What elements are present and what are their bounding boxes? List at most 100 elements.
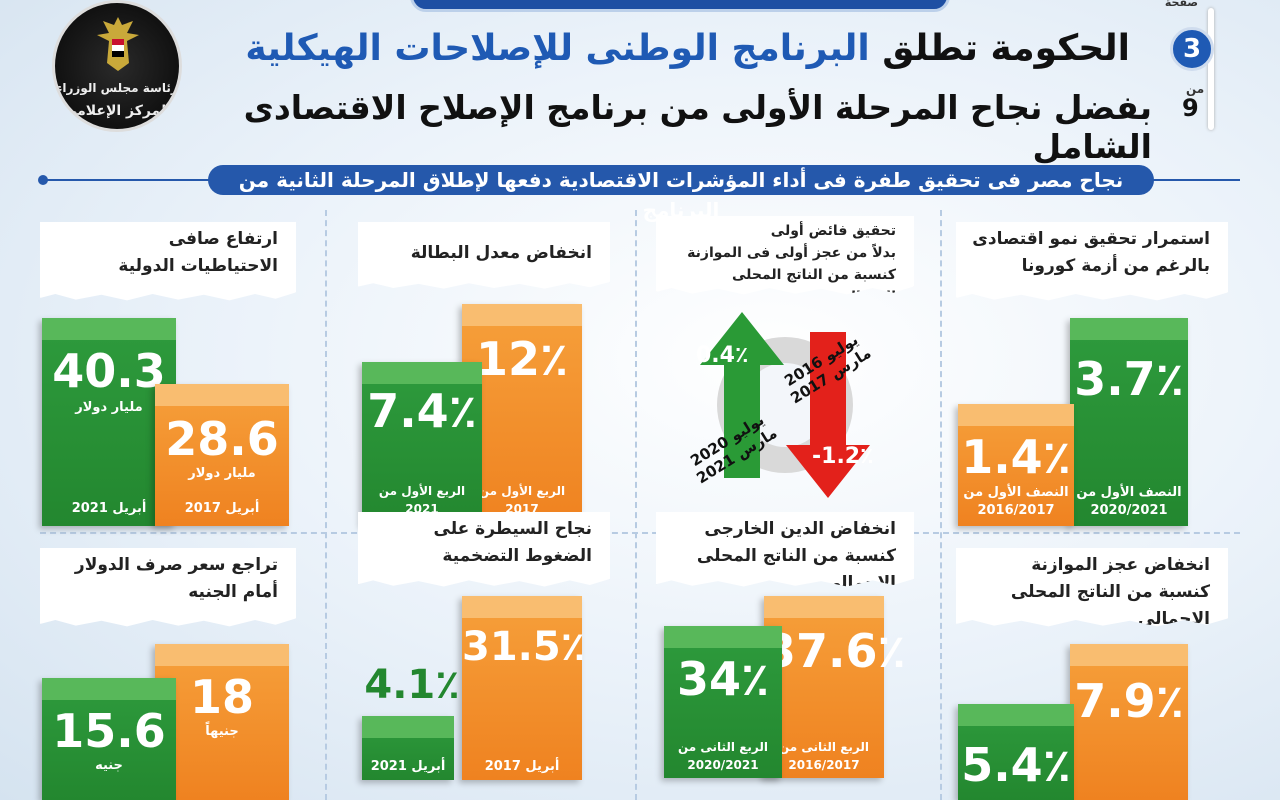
bar-debt-2021: 34٪ الربع الثانى من 2020/2021 [664,626,782,778]
page-total: 9 [1182,94,1199,122]
title-line: أمام الجنيه [188,582,278,602]
panel-title-growth: استمرار تحقيق نمو اقتصادى بالرغم من أزمة… [956,222,1228,301]
bar-deficit-after: 5.4٪ [958,704,1074,800]
bar-value: 12٪ [475,332,569,386]
page-word: صفحة [1164,0,1198,9]
bar-inflation-2017: 31.5٪ أبريل 2017 [462,596,586,780]
grid-separator [635,210,637,800]
title-line: نجاح السيطرة على [433,519,592,539]
title-part-2: البرنامج الوطنى [585,28,870,69]
bar-value: 5.4٪ [961,738,1071,792]
bar-cap [462,596,582,618]
title-line: تحقيق فائض أولى [770,223,896,239]
title-line: انخفاض الدين الخارجى [704,519,896,539]
panel-title-primary-surplus: تحقيق فائض أولى بدلاً من عجز أولى فى الم… [656,216,914,295]
page-subtitle-line: بفضل نجاح المرحلة الأولى من برنامج الإصل… [243,88,1152,166]
bar-cap [42,678,176,700]
cabinet-media-center-logo: رئاسة مجلس الوزراء المركز الإعلامى [52,0,182,132]
bar-value: 7.4٪ [367,384,477,438]
title-line: ارتفاع صافى [168,229,278,249]
bar-label: أبريل 2021 [71,501,147,516]
bar-value: 34٪ [676,652,770,706]
bar-value: 37.6٪ [764,624,906,678]
deficit-value: -1.2٪ [812,444,874,469]
bar-unit: مليار دولار [75,400,143,415]
bar-debt-2017: 37.6٪ الربع الثانى من 2016/2017 [764,596,906,778]
bar-reserves-2021: 40.3 مليار دولار أبريل 2021 [42,318,176,526]
title-line: تراجع سعر صرف الدولار [74,555,278,575]
bar-exchange-after: 15.6 جنيه [42,678,176,800]
logo-ring-text: رئاسة مجلس الوزراء [56,81,178,95]
page-indicator: صفحة 3 من 9 [1160,0,1220,135]
title-line: كنسبة من الناتج المحلى الإجمالى [1010,582,1210,629]
bar-cap [664,626,782,648]
panel-title-external-debt: انخفاض الدين الخارجى كنسبة من الناتج الم… [656,512,914,587]
bar-growth-2021: 3.7٪ النصف الأول من 2020/2021 [1070,318,1188,526]
bar-cap [764,596,884,618]
eagle-emblem-icon [97,17,139,71]
page-indicator-line [1208,8,1214,130]
bar-label: النصف الأول من 2016/2017 [963,485,1069,518]
title-line: انخفاض معدل البطالة [410,243,592,263]
bar-cap [155,644,289,666]
bar-value: 7.9٪ [1074,674,1184,728]
grid-separator [40,532,1240,534]
bar-label: الربع الثانى من 2016/2017 [778,740,870,772]
bar-value: 28.6 [165,412,279,466]
bar-label: أبريل 2017 [184,501,260,516]
grid-separator [325,210,327,800]
title-line: انخفاض عجز الموازنة [1031,555,1210,575]
panel-title-exchange-rate: تراجع سعر صرف الدولار أمام الجنيه [40,548,296,627]
cycle-arrows-icon [700,312,870,498]
panel-title-budget-deficit: انخفاض عجز الموازنة كنسبة من الناتج المح… [956,548,1228,627]
bar-deficit-before: 7.9٪ [1070,644,1188,800]
bar-unit: جنيه [95,758,123,773]
title-line: بالرغم من أزمة كورونا [1021,256,1210,276]
top-banner [410,0,950,12]
surplus-value: 0.4٪ [696,343,749,368]
page-of-word: من [1186,82,1205,96]
bar-label: أبريل 2021 [370,759,446,774]
bar-unemployment-2017: 12٪ الربع الأول من 2017 [462,304,582,526]
bar-cap [42,318,176,340]
bar-cap [155,384,289,406]
bar-value: 3.7٪ [1074,352,1184,406]
bar-cap [462,304,582,326]
bar-cap [362,716,454,738]
bar-cap [958,704,1074,726]
title-line: كنسبة من الناتج المحلى الإجمالى [696,546,896,593]
title-line: الضغوط التضخمية [442,546,592,566]
panel-title-inflation: نجاح السيطرة على الضغوط التضخمية [358,512,610,587]
logo-bottom-text: المركز الإعلامى [62,103,172,119]
bar-label: الربع الثانى من 2020/2021 [677,740,769,772]
title-part-3: للإصلاحات الهيكلية [245,28,573,69]
bar-cap [1070,318,1188,340]
bar-growth-2017: 1.4٪ النصف الأول من 2016/2017 [958,404,1074,526]
bar-unemployment-2021: 7.4٪ الربع الأول من 2021 [362,362,482,526]
bar-label: أبريل 2017 [484,759,560,774]
inflation-2021-value: 4.1٪ [364,662,460,708]
title-part-1: الحكومة تطلق [882,28,1130,69]
page-title: الحكومة تطلق البرنامج الوطنى للإصلاحات ا… [210,28,1130,69]
bar-cap [1070,644,1188,666]
subtitle-rule-dot [38,175,48,185]
title-line: بدلاً من عجز أولى فى الموازنة [687,245,896,261]
bar-value: 1.4٪ [961,430,1071,484]
bar-cap [958,404,1074,426]
title-line: الاحتياطيات الدولية [118,256,278,276]
bar-reserves-2017: 28.6 مليار دولار أبريل 2017 [155,384,289,526]
grid-separator [940,210,942,800]
title-line: استمرار تحقيق نمو اقتصادى [972,229,1210,249]
bar-unit: مليار دولار [188,466,256,481]
panel-title-reserves: ارتفاع صافى الاحتياطيات الدولية [40,222,296,301]
bar-value: 18 [189,670,254,724]
bar-exchange-before: 18 جنيهاً [155,644,289,800]
bar-value: 31.5٪ [462,624,586,670]
bar-value: 15.6 [52,704,166,758]
panel-title-unemployment: انخفاض معدل البطالة [358,222,610,289]
bar-cap [362,362,482,384]
page-current: 3 [1170,27,1214,71]
bar-unit: جنيهاً [205,724,239,739]
bar-label: النصف الأول من 2020/2021 [1076,485,1182,518]
bar-value: 40.3 [52,344,166,398]
